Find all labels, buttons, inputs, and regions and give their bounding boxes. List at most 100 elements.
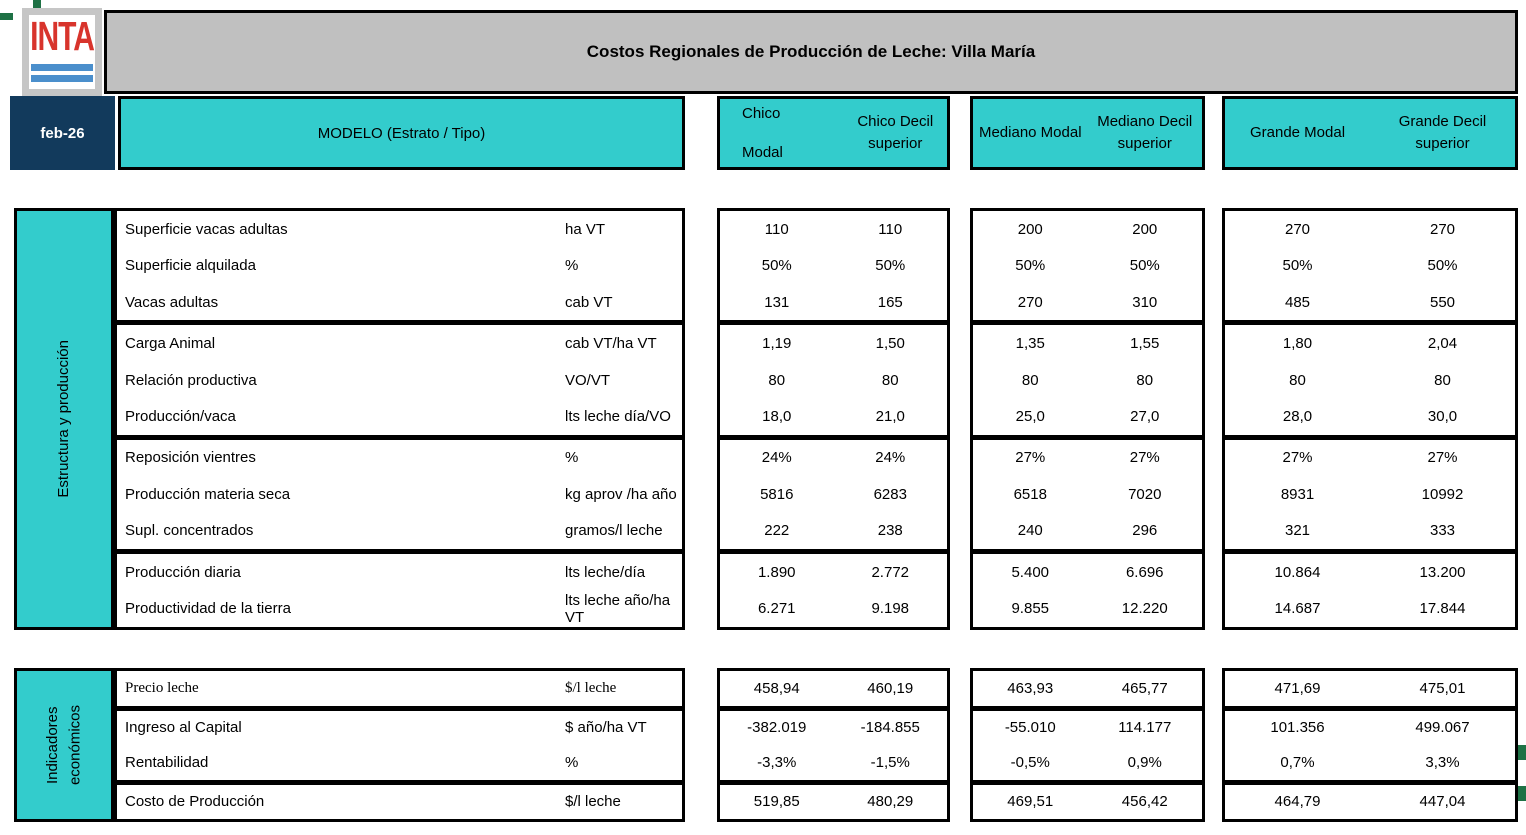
value-cell: 447,04 (1419, 793, 1466, 811)
table-row: Rentabilidad% (117, 745, 682, 780)
row-group: 200 200 50% 50% 270 310 (973, 211, 1202, 326)
row-group: -55.010 114.177 -0,5% 0,9% (973, 711, 1202, 785)
value-cell: 471,69 (1274, 679, 1321, 697)
value-cell: -3,3% (757, 753, 797, 771)
row-label: Ingreso al Capital (125, 719, 242, 737)
value-cell: 480,29 (867, 793, 914, 811)
title-bar: Costos Regionales de Producción de Leche… (104, 10, 1518, 94)
row-unit: % (565, 257, 579, 275)
value-cell: -0,5% (1010, 753, 1050, 771)
row-group: 458,94 460,19 (720, 671, 947, 711)
value-cell: 8931 (1280, 485, 1315, 503)
row-group: 1,35 1,55 80 80 25,0 27,0 (973, 325, 1202, 440)
value-cell: 17.844 (1419, 600, 1466, 618)
table-row: Productividad de la tierra lts leche año/… (117, 591, 682, 627)
value-cell: 27,0 (1130, 407, 1160, 425)
value-cell: -55.010 (1004, 719, 1056, 737)
value-cell: 80 (1289, 371, 1306, 389)
table-row: Precio leche $/l leche (117, 671, 682, 706)
value-cell: 460,19 (867, 679, 914, 697)
value-table-grande-indicadores: 471,69 475,01 101.356 499.067 0,7% 3,3% 464,79… (1222, 668, 1518, 822)
value-cell: 1.890 (757, 563, 796, 581)
table-row: 464,79 447,04 (1225, 785, 1515, 820)
value-cell: 10.864 (1274, 563, 1321, 581)
value-cell: 222 (764, 522, 790, 540)
value-cell: 7020 (1128, 485, 1162, 503)
column-group-header-mediano: Mediano Modal Mediano Decil superior (970, 96, 1205, 170)
value-cell: 21,0 (875, 407, 905, 425)
value-cell: 2.772 (871, 563, 910, 581)
row-group: 1.890 2.772 6.271 9.198 (720, 554, 947, 627)
row-label: Producción materia seca (125, 485, 291, 503)
row-label: Superficie alquilada (125, 257, 256, 275)
selection-artifact (1518, 745, 1526, 760)
value-cell: 9.855 (1011, 600, 1050, 618)
row-group: 24% 24% 5816 6283 222 238 (720, 440, 947, 555)
value-cell: 50% (875, 257, 906, 275)
value-cell: 27% (1427, 449, 1458, 467)
table-row: 270 270 (1225, 211, 1515, 247)
value-table-chico-indicadores: 458,94 460,19 -382.019 -184.855 -3,3% -1,5% 51… (717, 668, 950, 822)
table-row: 131 165 (720, 284, 947, 320)
value-cell: 1,50 (875, 335, 905, 353)
table-row: Vacas adultas cab VT (117, 284, 682, 320)
row-group: Costo de Producción $/l leche (117, 785, 682, 820)
row-group: 270 270 50% 50% 485 550 (1225, 211, 1515, 326)
section-label-text: Estructura y producción (54, 340, 72, 498)
table-row: Costo de Producción $/l leche (117, 785, 682, 820)
table-row: Supl. concentrados gramos/l leche (117, 513, 682, 549)
row-unit: cab VT/ha VT (565, 335, 657, 353)
value-cell: 550 (1429, 293, 1456, 311)
row-group: Ingreso al Capital $ año/ha VT Rentabilida… (117, 711, 682, 785)
row-label: Vacas adultas (125, 293, 219, 311)
value-table-mediano-indicadores: 463,93 465,77 -55.010 114.177 -0,5% 0,9% 469,5… (970, 668, 1205, 822)
row-group: 5.400 6.696 9.855 12.220 (973, 554, 1202, 627)
table-row: Superficie vacas adultas ha VT (117, 211, 682, 247)
table-row: 27% 27% (973, 440, 1202, 476)
column-group-header-chico: Chico Modal Chico Decil superior (717, 96, 950, 170)
value-cell: 469,51 (1007, 793, 1054, 811)
row-unit: lts leche año/ha VT (565, 591, 671, 626)
table-row: -3,3% -1,5% (720, 745, 947, 780)
table-row: 14.687 17.844 (1225, 591, 1515, 627)
table-row: 469,51 456,42 (973, 785, 1202, 820)
value-cell: 30,0 (1427, 407, 1458, 425)
row-label: Supl. concentrados (125, 522, 254, 540)
row-group: Carga Animal cab VT/ha VT Relación product… (117, 325, 682, 440)
table-row: 50% 50% (1225, 247, 1515, 283)
section-label-text: Indicadores económicos (43, 704, 84, 786)
value-cell: 0,9% (1127, 753, 1162, 771)
table-row: 471,69 475,01 (1225, 671, 1515, 706)
table-row: Producción materia seca kg aprov /ha año (117, 476, 682, 512)
value-cell: 13.200 (1419, 563, 1466, 581)
section-label-estructura: Estructura y producción (14, 208, 114, 630)
row-group: 27% 27% 6518 7020 240 296 (973, 440, 1202, 555)
table-row: 485 550 (1225, 284, 1515, 320)
row-group: 464,79 447,04 (1225, 785, 1515, 820)
value-cell: 296 (1132, 522, 1158, 540)
table-row: 80 80 (1225, 362, 1515, 398)
value-cell: 101.356 (1270, 719, 1325, 737)
inta-logo: INTA (22, 8, 102, 96)
row-group: Superficie vacas adultas ha VT Superficie … (117, 211, 682, 326)
row-label: Reposición vientres (125, 449, 256, 467)
value-cell: 464,79 (1274, 793, 1321, 811)
value-cell: 519,85 (753, 793, 800, 811)
row-unit: $/l leche (565, 679, 617, 696)
table-row: 6.271 9.198 (720, 591, 947, 627)
table-row: 270 310 (973, 284, 1202, 320)
value-cell: 14.687 (1274, 600, 1321, 618)
value-cell: 310 (1132, 293, 1158, 311)
row-group: Producción diaria lts leche/día Productivi… (117, 554, 682, 627)
value-cell: 50% (1129, 257, 1160, 275)
table-row: Reposición vientres% (117, 440, 682, 476)
value-cell: 6.271 (757, 600, 796, 618)
value-cell: -184.855 (860, 719, 920, 737)
row-unit: $ año/ha VT (565, 719, 647, 737)
row-unit: % (565, 753, 579, 771)
row-label: Relación productiva (125, 371, 257, 389)
table-row: Producción diaria lts leche/día (117, 554, 682, 590)
table-row: 1,35 1,55 (973, 325, 1202, 361)
value-cell: 80 (1434, 371, 1451, 389)
value-cell: 5.400 (1011, 563, 1050, 581)
